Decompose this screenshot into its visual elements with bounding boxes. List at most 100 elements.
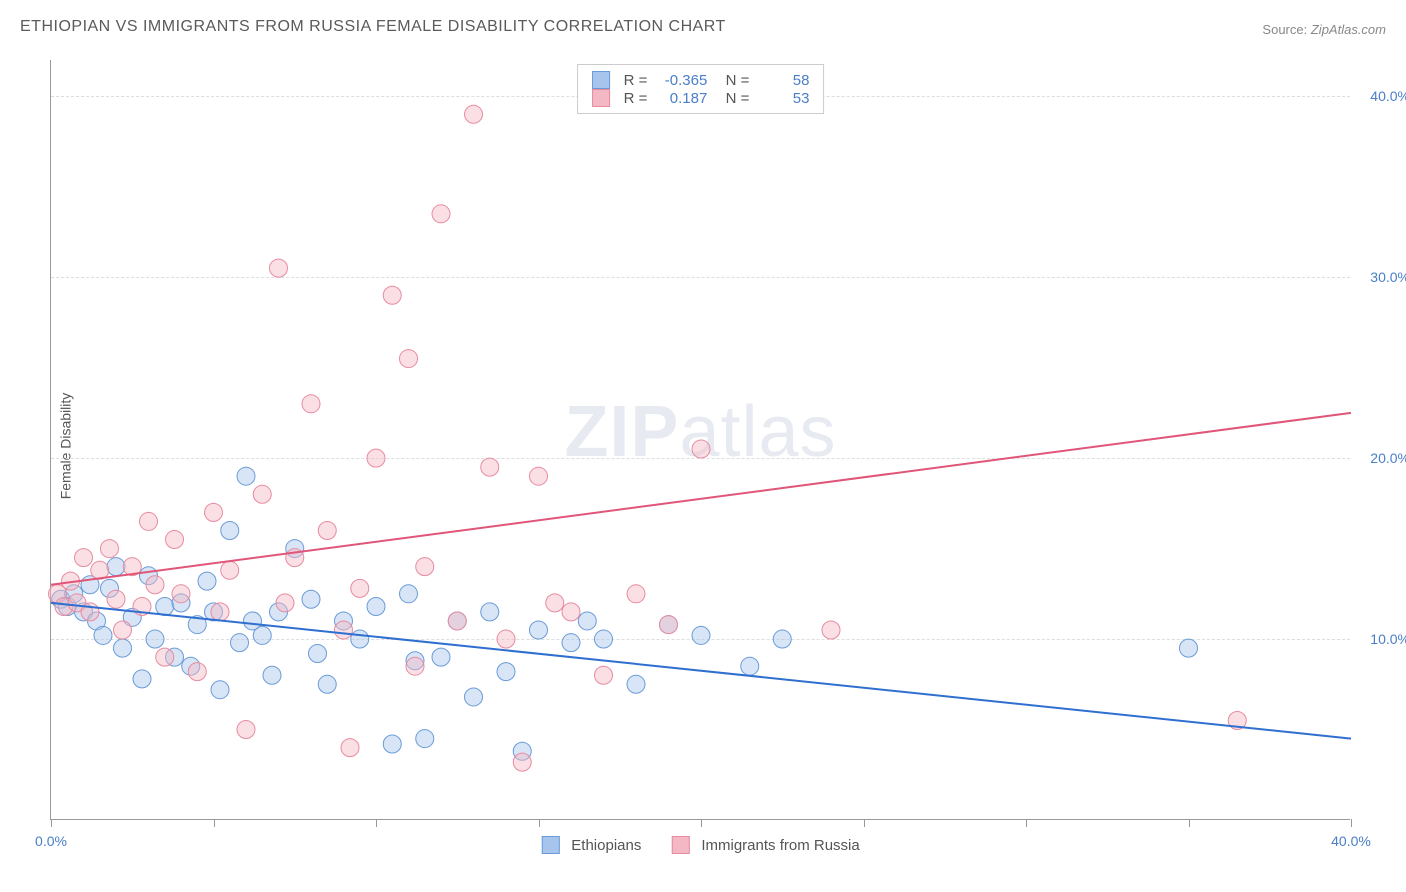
n-label: N =: [717, 72, 749, 89]
data-point: [309, 645, 327, 663]
data-point: [146, 630, 164, 648]
data-point: [660, 616, 678, 634]
data-point: [107, 590, 125, 608]
data-point: [318, 675, 336, 693]
data-point: [546, 594, 564, 612]
data-point: [351, 579, 369, 597]
data-point: [497, 663, 515, 681]
trend-line: [51, 603, 1351, 739]
data-point: [481, 603, 499, 621]
x-tick: [376, 819, 377, 827]
data-point: [530, 621, 548, 639]
data-point: [595, 666, 613, 684]
y-tick-label: 20.0%: [1370, 450, 1406, 466]
data-point: [383, 735, 401, 753]
data-point: [335, 621, 353, 639]
data-point: [302, 395, 320, 413]
x-tick: [1026, 819, 1027, 827]
data-point: [513, 753, 531, 771]
data-point: [341, 739, 359, 757]
data-point: [692, 626, 710, 644]
swatch-russia: [671, 836, 689, 854]
r-value-ethiopians: -0.365: [657, 72, 707, 89]
r-label: R =: [624, 72, 648, 89]
data-point: [270, 259, 288, 277]
data-point: [773, 630, 791, 648]
x-tick: [214, 819, 215, 827]
data-point: [530, 467, 548, 485]
data-point: [318, 521, 336, 539]
data-point: [253, 485, 271, 503]
stats-legend-box: R = -0.365 N = 58 R = 0.187 N = 53: [577, 64, 825, 114]
data-point: [416, 730, 434, 748]
swatch-russia: [592, 89, 610, 107]
bottom-legend: Ethiopians Immigrants from Russia: [541, 836, 859, 854]
data-point: [741, 657, 759, 675]
n-label: N =: [717, 90, 749, 107]
data-point: [253, 626, 271, 644]
data-point: [276, 594, 294, 612]
data-point: [1180, 639, 1198, 657]
data-point: [465, 688, 483, 706]
stats-row-ethiopians: R = -0.365 N = 58: [592, 71, 810, 89]
data-point: [400, 350, 418, 368]
y-tick-label: 10.0%: [1370, 631, 1406, 647]
n-value-russia: 53: [759, 90, 809, 107]
data-point: [237, 467, 255, 485]
data-point: [205, 503, 223, 521]
data-point: [497, 630, 515, 648]
data-point: [406, 657, 424, 675]
legend-item-russia: Immigrants from Russia: [671, 836, 859, 854]
x-tick: [1189, 819, 1190, 827]
legend-item-ethiopians: Ethiopians: [541, 836, 641, 854]
r-value-russia: 0.187: [657, 90, 707, 107]
source-attribution: Source: ZipAtlas.com: [1262, 22, 1386, 37]
data-point: [481, 458, 499, 476]
data-point: [107, 558, 125, 576]
data-point: [383, 286, 401, 304]
data-point: [146, 576, 164, 594]
swatch-ethiopians: [592, 71, 610, 89]
data-point: [432, 205, 450, 223]
data-point: [156, 648, 174, 666]
data-point: [221, 521, 239, 539]
data-point: [237, 721, 255, 739]
data-point: [562, 634, 580, 652]
n-value-ethiopians: 58: [759, 72, 809, 89]
data-point: [133, 670, 151, 688]
data-point: [448, 612, 466, 630]
data-point: [166, 531, 184, 549]
data-point: [692, 440, 710, 458]
data-point: [578, 612, 596, 630]
data-point: [231, 634, 249, 652]
data-point: [211, 681, 229, 699]
source-value: ZipAtlas.com: [1311, 22, 1386, 37]
y-tick-label: 30.0%: [1370, 269, 1406, 285]
data-point: [400, 585, 418, 603]
data-point: [562, 603, 580, 621]
chart-title: ETHIOPIAN VS IMMIGRANTS FROM RUSSIA FEMA…: [20, 18, 726, 36]
x-tick: [539, 819, 540, 827]
x-tick-label: 40.0%: [1331, 833, 1371, 849]
x-tick: [701, 819, 702, 827]
plot-area: ZIPatlas 10.0%20.0%30.0%40.0% R = -0.365…: [50, 60, 1350, 820]
swatch-ethiopians: [541, 836, 559, 854]
stats-row-russia: R = 0.187 N = 53: [592, 89, 810, 107]
data-point: [221, 561, 239, 579]
data-point: [351, 630, 369, 648]
source-label: Source:: [1262, 22, 1307, 37]
data-point: [465, 105, 483, 123]
x-tick: [51, 819, 52, 827]
data-point: [432, 648, 450, 666]
data-point: [627, 675, 645, 693]
x-tick: [1351, 819, 1352, 827]
data-point: [822, 621, 840, 639]
data-point: [140, 512, 158, 530]
legend-label-ethiopians: Ethiopians: [571, 837, 641, 854]
data-point: [172, 585, 190, 603]
x-tick: [864, 819, 865, 827]
r-label: R =: [624, 90, 648, 107]
data-point: [416, 558, 434, 576]
data-point: [367, 597, 385, 615]
trend-line: [51, 413, 1351, 585]
